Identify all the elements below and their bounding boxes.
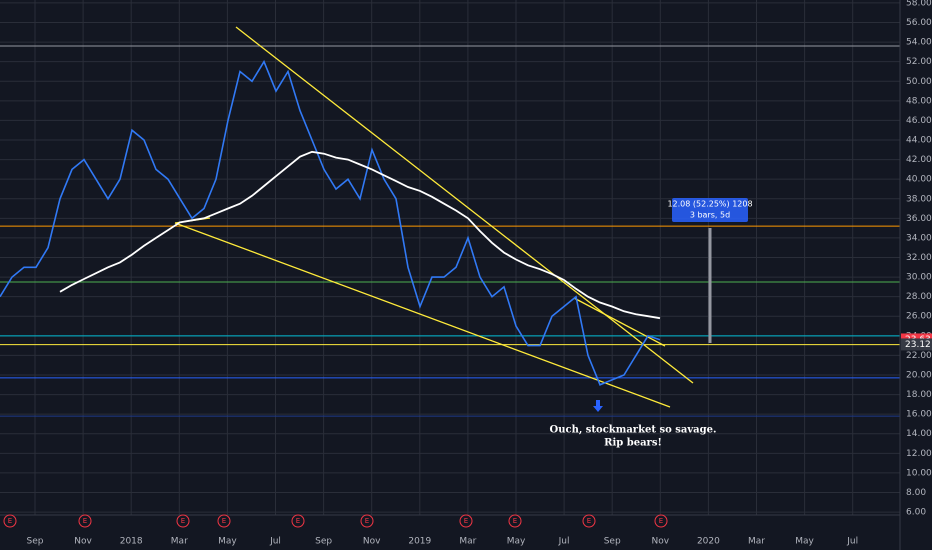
y-tick-label: 14.00: [906, 429, 932, 439]
y-tick-label: 56.00: [906, 18, 932, 28]
axis: 6.00 8.00 10.00 12.00 14.00 16.00 18.00 20.00 22…: [27, 0, 932, 547]
y-tick-label: 16.00: [906, 410, 932, 420]
measure-box: [672, 198, 748, 222]
measure-text: 3 bars, 5d: [690, 211, 730, 220]
y-tick-label: 30.00: [906, 273, 932, 283]
event-label: E: [8, 517, 12, 525]
y-tick-label: 28.00: [906, 292, 932, 302]
y-tick-label: 18.00: [906, 390, 932, 400]
x-tick-label: Mar: [748, 537, 765, 547]
event-marker: [78, 514, 92, 528]
x-tick-label: Nov: [652, 537, 670, 547]
x-tick-label: May: [218, 537, 237, 547]
x-tick-label: Sep: [604, 537, 621, 547]
annotation: Ouch, stockmarket so savage.: [550, 425, 717, 436]
x-tick-label: Nov: [363, 537, 381, 547]
grid: [0, 0, 900, 515]
y-tick-label: 6.00: [906, 508, 926, 518]
y-tick-label: 10.00: [906, 468, 932, 478]
event-label: E: [659, 517, 663, 525]
event-marker: [3, 514, 17, 528]
y-tick-label: 58.00: [906, 0, 932, 8]
y-tick-label: 8.00: [906, 488, 926, 498]
y-tick-label: 34.00: [906, 233, 932, 243]
event-marker: [508, 514, 522, 528]
price-label: 23.12: [905, 340, 931, 350]
levels: [0, 45, 900, 417]
x-tick-label: Nov: [74, 537, 92, 547]
event-marker: [176, 514, 190, 528]
y-tick-label: 22.00: [906, 351, 932, 361]
y-tick-label: 26.00: [906, 312, 932, 322]
y-tick-label: 40.00: [906, 175, 932, 185]
event-marker: [582, 514, 596, 528]
arrow-icon: [593, 400, 603, 412]
event-label: E: [83, 517, 87, 525]
y-tick-label: 20.00: [906, 370, 932, 380]
x-tick-label: Jul: [558, 537, 570, 547]
event-marker: [217, 514, 231, 528]
event-label: E: [365, 517, 369, 525]
y-tick-label: 54.00: [906, 38, 932, 48]
trendline: [573, 297, 666, 347]
event-marker: [291, 514, 305, 528]
x-tick-label: 2019: [408, 537, 431, 547]
price-label-box: [901, 338, 932, 351]
y-tick-label: 46.00: [906, 116, 932, 126]
y-tick-label: 48.00: [906, 96, 932, 106]
x-tick-label: May: [507, 537, 526, 547]
event-label: E: [513, 517, 517, 525]
measure-text: 12.08 (52.25%) 1208: [667, 200, 752, 209]
y-tick-label: 52.00: [906, 57, 932, 67]
y-tick-label: 32.00: [906, 253, 932, 263]
trendline: [235, 26, 694, 384]
event-marker: [459, 514, 473, 528]
y-tick-label: 36.00: [906, 214, 932, 224]
price-line: [0, 59, 661, 386]
event-label: E: [181, 517, 185, 525]
x-tick-label: Mar: [171, 537, 188, 547]
x-tick-label: Sep: [315, 537, 332, 547]
y-tick-label: 50.00: [906, 77, 932, 87]
y-tick-label: 42.00: [906, 155, 932, 165]
event-marker: [360, 514, 374, 528]
trendline: [174, 222, 671, 408]
event-label: E: [296, 517, 300, 525]
x-tick-label: 2018: [120, 537, 143, 547]
event-marker: [654, 514, 668, 528]
y-tick-label: 12.00: [906, 449, 932, 459]
annotation: Rip bears!: [604, 438, 662, 449]
price-line: [59, 150, 661, 320]
x-tick-label: Mar: [459, 537, 476, 547]
event-label: E: [587, 517, 591, 525]
y-tick-label: 38.00: [906, 194, 932, 204]
x-tick-label: Jul: [269, 537, 281, 547]
x-tick-label: May: [795, 537, 814, 547]
y-tick-label: 44.00: [906, 136, 932, 146]
x-tick-label: Jul: [846, 537, 858, 547]
x-tick-label: Sep: [27, 537, 44, 547]
x-tick-label: 2020: [697, 537, 720, 547]
event-label: E: [464, 517, 468, 525]
event-label: E: [222, 517, 226, 525]
series: [0, 59, 661, 386]
